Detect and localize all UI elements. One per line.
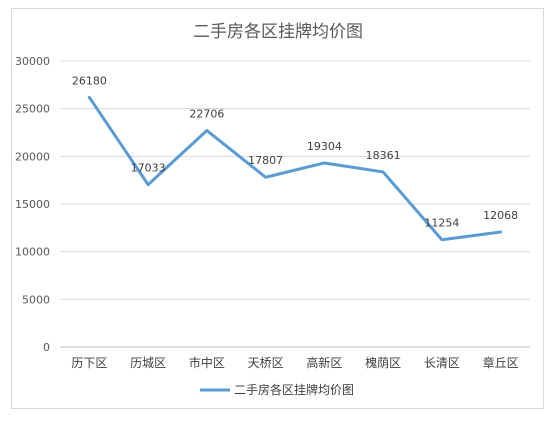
data-label: 19304	[307, 140, 342, 153]
gridlines	[60, 60, 530, 300]
y-tick-label: 30000	[15, 55, 50, 68]
x-tick-label: 章丘区	[483, 355, 519, 370]
data-label: 17033	[131, 162, 166, 175]
legend-label: 二手房各区挂牌均价图	[234, 382, 354, 397]
legend: 二手房各区挂牌均价图	[200, 382, 354, 397]
y-tick-label: 15000	[15, 198, 50, 211]
y-tick-label: 25000	[15, 103, 50, 116]
series-layer	[87, 95, 503, 242]
series-line	[87, 95, 503, 242]
data-label: 26180	[72, 74, 107, 87]
axes: 0 5000 10000 15000 20000 25000 30000 历下区 历城区 市中区 天…	[15, 55, 530, 370]
chart-title: 二手房各区挂牌均价图	[193, 22, 363, 42]
data-label: 17807	[248, 154, 283, 167]
y-tick-label: 10000	[15, 246, 50, 259]
x-tick-label: 槐荫区	[365, 355, 401, 370]
data-point	[499, 230, 503, 234]
chart-frame	[11, 8, 544, 409]
x-tick-label: 天桥区	[248, 356, 284, 370]
x-tick-label: 市中区	[189, 355, 225, 370]
data-point	[87, 95, 91, 99]
data-point	[264, 175, 268, 179]
data-label: 12068	[483, 209, 518, 222]
data-labels: 26180 17033 22706 17807 19304 18361 11254 12068	[72, 74, 518, 229]
x-tick-label: 历下区	[71, 356, 107, 370]
x-tick-label: 历城区	[130, 356, 166, 370]
x-tick-label: 高新区	[306, 355, 342, 370]
data-point	[381, 170, 385, 174]
data-point	[146, 183, 150, 187]
x-tick-label: 长清区	[424, 356, 460, 370]
data-point	[322, 161, 326, 165]
data-label: 18361	[366, 149, 401, 162]
data-point	[205, 129, 209, 133]
y-tick-label: 5000	[22, 293, 50, 306]
y-tick-label: 0	[43, 341, 50, 354]
data-label: 22706	[189, 108, 224, 121]
y-tick-label: 20000	[15, 150, 50, 163]
data-label: 11254	[424, 217, 459, 230]
data-point	[440, 238, 444, 242]
